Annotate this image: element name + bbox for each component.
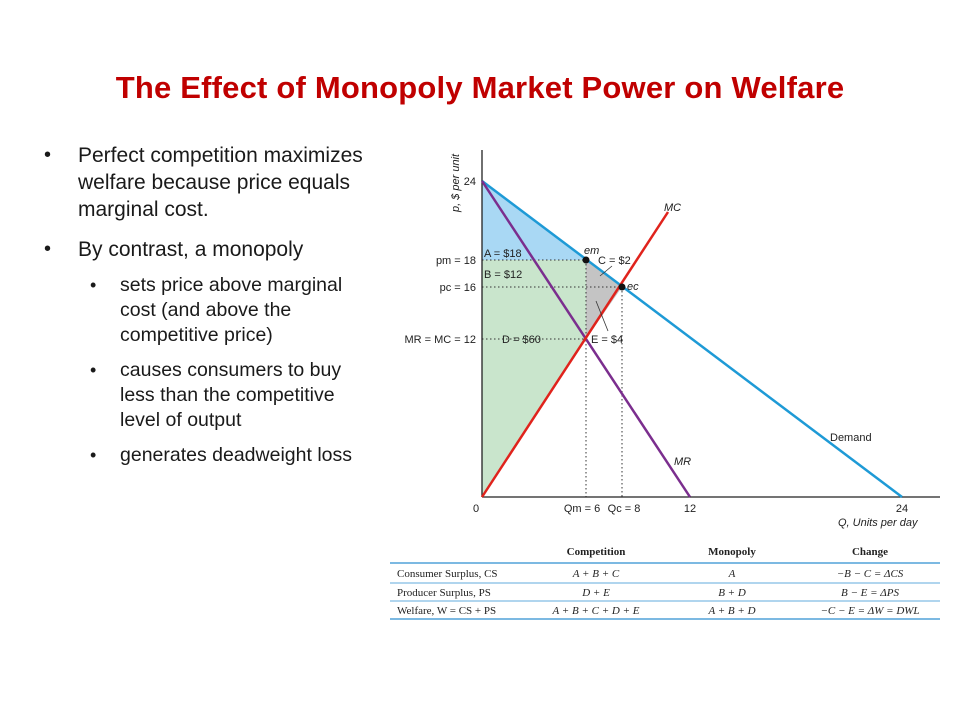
table-cell: B − E = ΔPS <box>841 587 899 599</box>
y-tick-24: 24 <box>464 176 476 188</box>
welfare-table: Competition Monopoly Change Consumer Sur… <box>390 546 940 620</box>
sub-bullet-text: causes consumers to buy less than the co… <box>120 359 342 431</box>
em-label: em <box>584 245 599 257</box>
area-b <box>482 260 586 287</box>
sub-bullet-item: • causes consumers to buy less than the … <box>40 358 380 433</box>
x-tick-qm: Qm = 6 <box>564 503 600 515</box>
bullet-text: Perfect competition maximizes welfare be… <box>78 144 363 221</box>
bullet-item: • By contrast, a monopoly <box>40 236 380 263</box>
table-cell: Welfare, W = CS + PS <box>397 605 496 617</box>
y-tick-pm: pm = 18 <box>436 255 476 267</box>
bullet-dot-icon: • <box>44 144 52 166</box>
table-cell: B + D <box>718 587 746 599</box>
x-tick-24: 24 <box>896 503 908 515</box>
bullet-dot-icon: • <box>90 360 97 380</box>
area-d-label: D = $60 <box>502 334 541 346</box>
table-header-monopoly: Monopoly <box>708 546 756 558</box>
y-tick-pc: pc = 16 <box>440 282 476 294</box>
table-header-change: Change <box>852 546 888 558</box>
x-tick-12: 12 <box>684 503 696 515</box>
table-cell: A + B + C <box>572 568 620 580</box>
area-c-label: C = $2 <box>598 255 631 267</box>
bullet-list: • Perfect competition maximizes welfare … <box>40 142 380 478</box>
ec-label: ec <box>627 281 639 293</box>
sub-bullet-text: generates deadweight loss <box>120 444 352 466</box>
x-axis-label: Q, Units per day <box>838 517 919 529</box>
table-cell: −C − E = ΔW = DWL <box>820 605 919 617</box>
mr-label: MR <box>674 456 691 468</box>
y-axis-label: p, $ per unit <box>450 153 462 213</box>
x-tick-0: 0 <box>473 503 479 515</box>
area-b-label: B = $12 <box>484 269 522 281</box>
mc-curve <box>480 211 670 498</box>
bullet-dot-icon: • <box>90 445 97 465</box>
demand-label: Demand <box>830 432 872 444</box>
mc-label: MC <box>664 202 681 214</box>
em-point <box>582 256 590 264</box>
demand-curve <box>481 180 903 498</box>
table-cell: D + E <box>581 587 610 599</box>
table-header-competition: Competition <box>567 546 626 558</box>
area-d <box>482 287 586 497</box>
sub-bullet-item: • generates deadweight loss <box>40 443 380 468</box>
table-cell: A + B + C + D + E <box>552 605 640 617</box>
bullet-dot-icon: • <box>44 238 52 260</box>
bullet-text: By contrast, a monopoly <box>78 238 304 261</box>
table-cell: −B − C = ΔCS <box>837 568 904 580</box>
leader-line-e <box>595 300 609 332</box>
area-a-label: A = $18 <box>484 248 522 260</box>
x-tick-qc: Qc = 8 <box>608 503 641 515</box>
sub-bullet-text: sets price above marginal cost (and abov… <box>120 274 343 346</box>
table-cell: Producer Surplus, PS <box>397 587 491 599</box>
bullet-item: • Perfect competition maximizes welfare … <box>40 142 380 223</box>
leader-line-c <box>599 265 613 277</box>
y-tick-mr-mc: MR = MC = 12 <box>404 334 476 346</box>
table-cell: A + B + D <box>707 605 755 617</box>
slide-title: The Effect of Monopoly Market Power on W… <box>115 70 845 105</box>
table-cell: Consumer Surplus, CS <box>397 568 498 580</box>
sub-bullet-item: • sets price above marginal cost (and ab… <box>40 273 380 348</box>
area-e-label: E = $4 <box>591 334 623 346</box>
bullet-dot-icon: • <box>90 275 97 295</box>
ec-point <box>618 283 626 291</box>
table-cell: A <box>728 568 736 580</box>
